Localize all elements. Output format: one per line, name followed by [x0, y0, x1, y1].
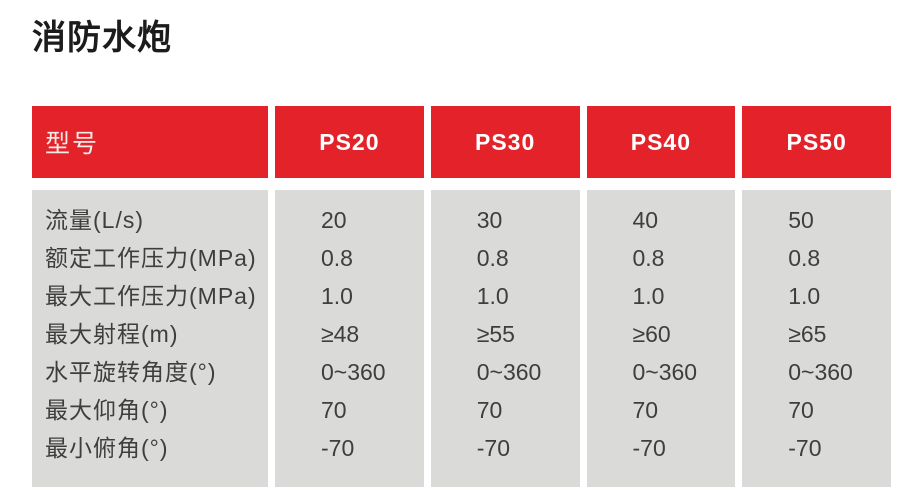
cell-value: 1.0 [321, 283, 353, 309]
cell-value: 1.0 [632, 283, 665, 309]
cell-value: 30 [476, 207, 503, 233]
cell-value: 40 [632, 207, 659, 233]
cell-value: 0.8 [321, 245, 353, 271]
cell-value: ≥55 [476, 321, 515, 347]
cell-value: 0~360 [321, 359, 386, 385]
cell-value: -70 [632, 435, 666, 461]
cell-value: ≥60 [632, 321, 671, 347]
cell-value: 0.8 [632, 245, 665, 271]
row-label: 最大仰角(°) [45, 397, 169, 423]
cell-value: 1.0 [476, 283, 509, 309]
cell-value: 0~360 [476, 359, 542, 385]
spec-table: 型号 PS20 PS30 PS40 PS50 流量(L/s) 额定工作压力(MPa… [32, 106, 891, 487]
values-column-ps50: 50 0.8 1.0 ≥65 0~360 70 -70 [742, 190, 891, 487]
row-label: 最小俯角(°) [45, 435, 169, 461]
table-body: 流量(L/s) 额定工作压力(MPa) 最大工作压力(MPa) 最大射程(m) 水平旋转… [32, 190, 891, 487]
cell-value: 70 [476, 397, 503, 423]
cell-value: -70 [476, 435, 510, 461]
row-label: 最大射程(m) [45, 321, 179, 347]
cell-value: -70 [321, 435, 355, 461]
cell-value: 70 [788, 397, 814, 423]
header-cell-ps30: PS30 [430, 106, 580, 178]
cell-value: -70 [788, 435, 822, 461]
row-label: 水平旋转角度(°) [45, 359, 217, 385]
header-cell-ps40: PS40 [586, 106, 736, 178]
cell-value: 70 [321, 397, 347, 423]
page-title: 消防水炮 [32, 19, 172, 57]
cell-value: 20 [321, 207, 347, 233]
cell-value: ≥48 [321, 321, 360, 347]
cell-value: 70 [632, 397, 659, 423]
cell-value: 0~360 [632, 359, 698, 385]
cell-value: ≥65 [788, 321, 827, 347]
cell-value: 1.0 [788, 283, 821, 309]
row-label: 最大工作压力(MPa) [45, 283, 257, 309]
cell-value: 0.8 [788, 245, 821, 271]
cell-value: 0.8 [476, 245, 509, 271]
values-column-ps30: 30 0.8 1.0 ≥55 0~360 70 -70 [430, 190, 580, 487]
values-column-ps40: 40 0.8 1.0 ≥60 0~360 70 -70 [586, 190, 736, 487]
cell-value: 50 [788, 207, 814, 233]
row-label: 流量(L/s) [45, 207, 144, 233]
table-header-row: 型号 PS20 PS30 PS40 PS50 [32, 106, 891, 178]
values-column-ps20: 20 0.8 1.0 ≥48 0~360 70 -70 [275, 190, 424, 487]
cell-value: 0~360 [788, 359, 853, 385]
row-labels-column: 流量(L/s) 额定工作压力(MPa) 最大工作压力(MPa) 最大射程(m) 水平旋转… [32, 190, 268, 487]
row-label: 额定工作压力(MPa) [45, 245, 257, 271]
header-cell-model-label: 型号 [32, 106, 268, 178]
header-cell-ps20: PS20 [275, 106, 424, 178]
header-cell-ps50: PS50 [742, 106, 891, 178]
